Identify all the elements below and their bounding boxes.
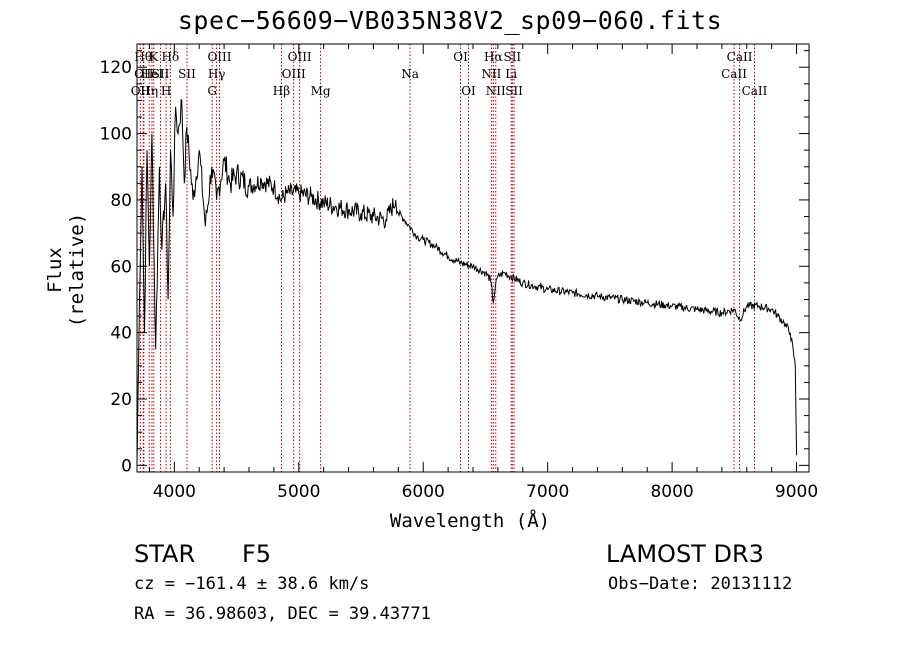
line-label: OI	[461, 84, 476, 98]
x-tick-label: 7000	[526, 482, 569, 502]
survey-name: LAMOST DR3	[606, 540, 764, 568]
line-label: SII	[505, 84, 523, 98]
x-tick-label: 5000	[277, 482, 320, 502]
emission-line-labels: OIIHθOIIHηHeIKSIIHHδSIIGHγOIIIHβOIIIOIII…	[131, 50, 768, 98]
line-label: CaII	[727, 50, 753, 64]
y-tick-label: 80	[110, 191, 132, 211]
x-tick-label: 6000	[402, 482, 445, 502]
observation-date: Obs−Date: 20131112	[608, 574, 793, 594]
line-label: HeI	[141, 67, 164, 81]
line-label: SII	[503, 50, 521, 64]
line-label: Hβ	[273, 84, 290, 98]
line-label: Hγ	[208, 67, 226, 81]
line-label: NII	[481, 67, 501, 81]
line-label: Hδ	[161, 50, 179, 64]
line-label: OIII	[288, 50, 312, 64]
line-label: G	[207, 84, 217, 98]
x-axis-label: Wavelength (Å)	[389, 510, 551, 532]
y-tick-label: 60	[110, 257, 132, 277]
y-tick-label: 20	[110, 390, 132, 410]
line-label: NII	[486, 84, 506, 98]
line-label: Hη	[140, 84, 158, 98]
line-label: Li	[505, 67, 517, 81]
y-tick-label: 100	[100, 125, 132, 145]
line-label: OIII	[207, 50, 231, 64]
line-label: CaII	[721, 67, 747, 81]
line-label: OI	[453, 50, 468, 64]
x-tick-label: 8000	[650, 482, 693, 502]
plot-frame	[136, 43, 810, 473]
line-label: Hα	[484, 50, 503, 64]
y-tick-label: 0	[121, 456, 132, 476]
line-label: K	[149, 50, 159, 64]
chart-title: spec−56609−VB035N38V2_sp09−060.fits	[177, 6, 723, 35]
x-tick-label: 9000	[775, 482, 818, 502]
object-class: STAR	[134, 540, 196, 568]
axis-ticks: 4000 5000 6000 7000 8000 9000 0 20 40 60 80 100 120	[100, 44, 818, 502]
redshift-cz: cz = −161.4 ± 38.6 km/s	[134, 574, 370, 594]
line-label: OII	[134, 67, 154, 81]
line-label: H	[161, 84, 171, 98]
y-axis-label: Flux (relative)	[44, 212, 88, 328]
line-label: OII	[131, 84, 151, 98]
line-label: Hθ	[134, 50, 152, 64]
object-subclass: F5	[242, 540, 272, 568]
line-label: Mg	[311, 84, 331, 98]
line-label: CaII	[742, 84, 768, 98]
ra-dec-coordinates: RA = 36.98603, DEC = 39.43771	[134, 604, 431, 624]
x-tick-label: 4000	[153, 482, 196, 502]
line-label: SII	[178, 67, 196, 81]
line-label: SII	[152, 67, 170, 81]
line-label: Na	[401, 67, 419, 81]
line-label: OIII	[282, 67, 306, 81]
flux-series-line	[136, 98, 798, 466]
y-tick-label: 120	[100, 58, 132, 78]
y-tick-label: 40	[110, 324, 132, 344]
emission-line-markers	[139, 44, 755, 472]
